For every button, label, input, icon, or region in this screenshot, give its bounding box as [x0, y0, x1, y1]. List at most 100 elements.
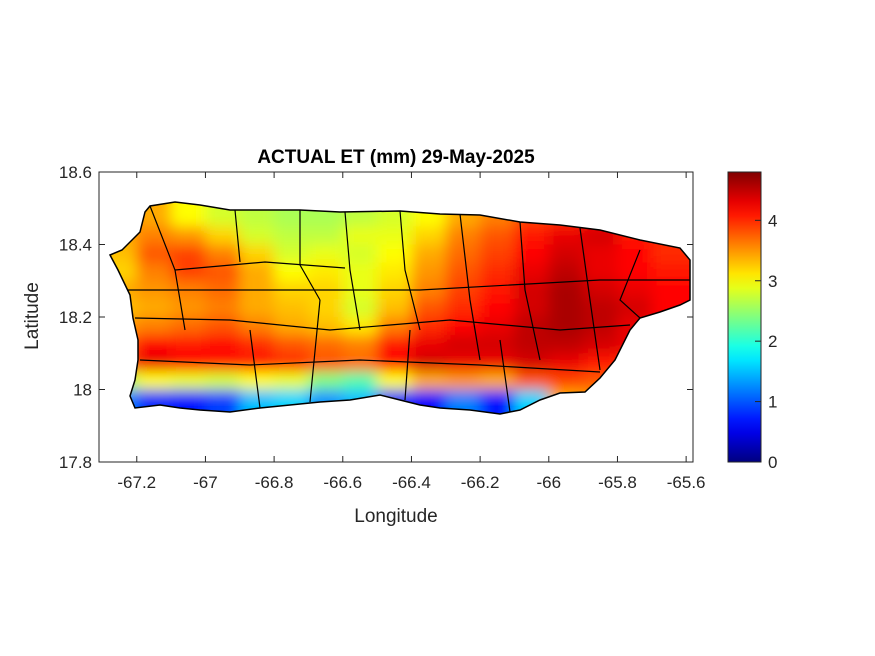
heatmap-cell — [308, 317, 344, 337]
heatmap-cell — [308, 371, 344, 391]
heatmap-cell — [514, 353, 550, 373]
heatmap-cell — [274, 226, 310, 246]
municipality-border — [499, 339, 511, 413]
heatmap-cell — [377, 244, 413, 264]
heatmap-cell — [548, 317, 585, 337]
y-tick-label: 18.2 — [59, 308, 92, 327]
heatmap-cell — [205, 226, 241, 246]
heatmap-cell — [583, 244, 619, 264]
colorbar-tick-label: 4 — [768, 211, 777, 230]
heatmap-cell — [274, 298, 310, 318]
x-tick-label: -65.6 — [667, 473, 706, 492]
heatmap-cell — [136, 335, 173, 355]
heatmap-cell — [205, 244, 241, 264]
municipality-border — [519, 221, 541, 361]
heatmap-cell — [445, 298, 482, 318]
municipality-border — [619, 249, 641, 319]
heatmap-cell — [411, 244, 447, 264]
heatmap-cell — [342, 371, 379, 391]
colorbar-tick-label: 1 — [768, 393, 777, 412]
heatmap-cell — [445, 226, 482, 246]
heatmap-cell — [617, 298, 653, 318]
heatmap-cell — [377, 353, 413, 373]
heatmap-cell — [171, 335, 207, 355]
heatmap-cell — [136, 371, 173, 391]
heatmap-cell — [239, 244, 276, 264]
heatmap-cell — [514, 371, 550, 391]
x-tick-label: -67 — [193, 473, 218, 492]
heatmap-cell — [480, 335, 516, 355]
municipality-border — [404, 329, 411, 401]
municipality-border — [139, 359, 601, 373]
heatmap-cell — [377, 317, 413, 337]
heatmap-cell — [411, 262, 447, 282]
municipality-border — [344, 211, 361, 331]
heatmap-cell — [342, 298, 379, 318]
heatmap-cell — [274, 335, 310, 355]
heatmap-cell — [514, 280, 550, 300]
heatmap-cell — [411, 371, 447, 391]
y-tick-label: 18.6 — [59, 163, 92, 182]
heatmap-cell — [583, 298, 619, 318]
heatmap-cell — [651, 280, 690, 300]
heatmap-cell — [274, 262, 310, 282]
heatmap-cell — [583, 280, 619, 300]
heatmap-cell — [411, 298, 447, 318]
heatmap-cell — [171, 371, 207, 391]
x-tick-label: -66 — [537, 473, 562, 492]
heatmap-cell — [136, 317, 173, 337]
heatmap-cell — [171, 244, 207, 264]
heatmap-cell — [205, 371, 241, 391]
heatmap-cell — [274, 244, 310, 264]
heatmap-cell — [342, 317, 379, 337]
heatmap-cell — [514, 335, 550, 355]
heatmap-cell — [411, 280, 447, 300]
x-tick-label: -66.2 — [461, 473, 500, 492]
heatmap-cell — [377, 371, 413, 391]
municipality-border — [174, 261, 346, 271]
heatmap-cell — [342, 226, 379, 246]
heatmap-cell — [548, 298, 585, 318]
municipality-border — [249, 329, 261, 409]
heatmap-cell — [205, 262, 241, 282]
heatmap-cell — [308, 353, 344, 373]
heatmap-cell — [480, 298, 516, 318]
heatmap-cell — [377, 335, 413, 355]
heatmap-cell — [377, 298, 413, 318]
heatmap-cell — [239, 371, 276, 391]
x-tick-label: -66.8 — [255, 473, 294, 492]
y-axis-label: Latitude — [22, 282, 43, 350]
heatmap-cell — [411, 335, 447, 355]
x-axis-label: Longitude — [354, 506, 437, 527]
x-tick-label: -66.4 — [392, 473, 431, 492]
heatmap-cell — [239, 262, 276, 282]
municipality-border — [134, 317, 631, 331]
municipality-border — [579, 227, 601, 371]
heatmap-cell — [445, 262, 482, 282]
x-tick-label: -66.6 — [323, 473, 362, 492]
heatmap-cell — [239, 298, 276, 318]
heatmap-cell — [136, 353, 173, 373]
heatmap-cell — [274, 371, 310, 391]
heatmap-cell — [480, 371, 516, 391]
heatmap-cell — [171, 298, 207, 318]
heatmap-cell — [480, 353, 516, 373]
heatmap-cell — [514, 244, 550, 264]
heatmap-cell — [445, 244, 482, 264]
coastline — [108, 201, 691, 415]
heatmap-cell — [583, 262, 619, 282]
heatmap-cell — [445, 280, 482, 300]
heatmap-cell — [480, 226, 516, 246]
x-tick-label: -65.8 — [598, 473, 637, 492]
heatmap-cell — [411, 317, 447, 337]
heatmap-cell — [445, 353, 482, 373]
heatmap-cell — [239, 353, 276, 373]
heatmap-cell — [548, 226, 585, 246]
heatmap-cell — [480, 262, 516, 282]
heatmap-cell — [136, 244, 173, 264]
heatmap-cell — [480, 317, 516, 337]
heatmap-cell — [548, 353, 585, 373]
heatmap-cell — [171, 226, 207, 246]
heatmap-cell — [377, 262, 413, 282]
heatmap-cell — [548, 280, 585, 300]
